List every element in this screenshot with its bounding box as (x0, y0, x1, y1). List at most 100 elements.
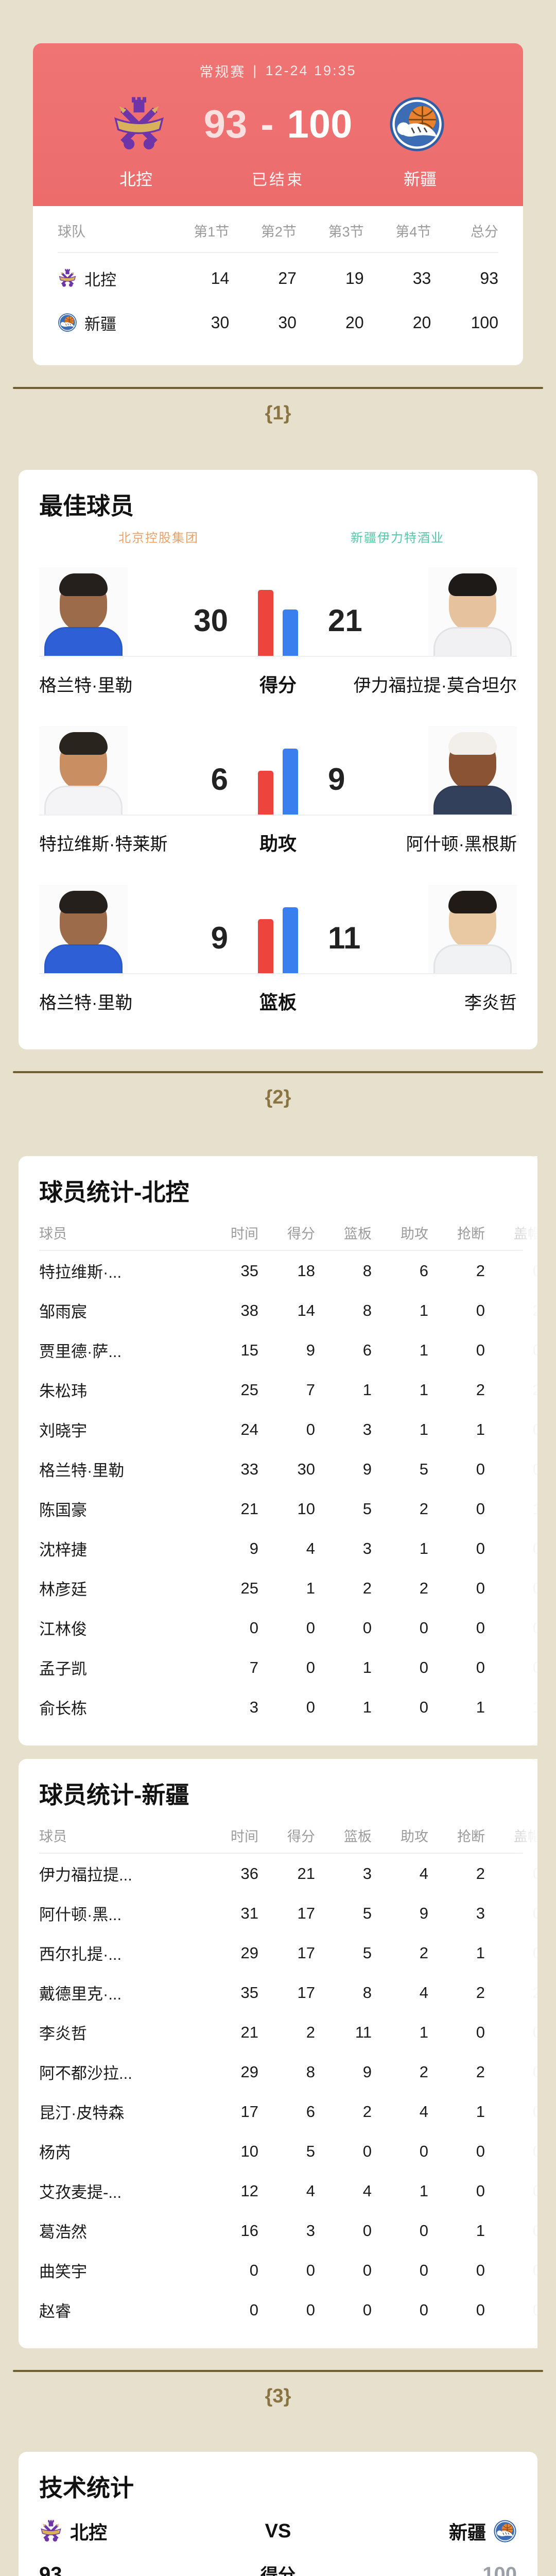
score-cell: 33 (412, 268, 431, 287)
player-name-cell: 戴德里克·... (39, 1985, 122, 2003)
stat-cell: 35 (240, 1983, 258, 2002)
stat-cell: 0 (476, 2300, 485, 2319)
stat-cell: 1 (476, 2221, 485, 2240)
stat-cell: 3 (362, 1864, 372, 1883)
stat-cell: 0 (362, 2221, 372, 2240)
home-team-name: 北控 (119, 170, 153, 189)
stat-cell: 2 (476, 1864, 485, 1883)
stat-label: 篮板 (259, 992, 297, 1013)
stat-cell: 9 (419, 1904, 428, 1922)
column-header: 抢断 (457, 1828, 485, 1844)
stat-cell: 0 (532, 1943, 537, 1962)
table-row: 曲笑宇 0 0 0 0 0 0 (39, 2250, 537, 2290)
column-header: 盖帽 (514, 1226, 537, 1242)
stat-cell: 2 (532, 1983, 537, 2002)
stat-cell: 15 (240, 1341, 258, 1359)
avatar-hair (59, 891, 108, 913)
score-cell: 93 (480, 268, 498, 287)
stat-cell: 35 (240, 1261, 258, 1280)
table-row: 林彦廷 25 1 2 2 0 0 (39, 1568, 537, 1608)
table-row: 戴德里克·... 35 17 8 4 2 2 (39, 1973, 537, 2012)
stat-cell: 9 (362, 2062, 372, 2081)
stat-cell: 2 (476, 1380, 485, 1399)
column-header: 球员 (39, 1828, 67, 1844)
stat-value-home: 6 (211, 762, 228, 796)
divider-line (13, 1071, 543, 1073)
player-name-cell: 朱松玮 (39, 1382, 87, 1400)
table-row: 西尔扎提·... 29 17 5 2 1 0 (39, 1933, 537, 1973)
stat-cell: 0 (419, 1618, 428, 1637)
player-name-away: 伊力福拉提·莫合坦尔 (353, 675, 517, 696)
stat-cell: 10 (240, 2142, 258, 2160)
stat-cell: 1 (362, 1380, 372, 1399)
stat-cell: 16 (240, 2221, 258, 2240)
score-banner: 常规赛 | 12-24 19:35 93 - 100 北控 已结束 新疆 (33, 43, 523, 206)
stat-cell: 6 (306, 2102, 315, 2121)
score-text: 93 - 100 (204, 102, 353, 147)
stat-cell: 25 (240, 1380, 258, 1399)
stat-cell: 1 (419, 1341, 428, 1359)
player-stats-table-away[interactable]: 球员 时间 得分 篮板 助攻 抢断 盖帽 伊力福拉提... 36 21 3 4 2 0 阿什顿·黑... 31… (39, 1824, 537, 2330)
team-cell: 新疆 (58, 311, 162, 334)
stat-cell: 8 (362, 1983, 372, 2002)
column-header: 第3节 (328, 224, 364, 240)
stat-cell: 38 (240, 1301, 258, 1319)
stat-bar-away (283, 749, 298, 815)
table-row: 赵睿 0 0 0 0 0 0 (39, 2290, 537, 2330)
stat-cell: 17 (297, 1943, 315, 1962)
section-divider-1: {1} (13, 387, 543, 425)
stat-cell: 0 (532, 1460, 537, 1478)
stat-cell: 0 (532, 1420, 537, 1438)
score-dash: - (260, 102, 274, 146)
column-header: 球队 (58, 224, 85, 240)
stat-value-away: 11 (328, 921, 361, 955)
stat-cell: 21 (240, 2023, 258, 2041)
stat-cell: 0 (476, 2181, 485, 2200)
table-row: 江林俊 0 0 0 0 0 0 (39, 1608, 537, 1648)
avatar-hair (59, 732, 108, 755)
team-name: 北控 (84, 270, 116, 289)
stat-cell: 1 (362, 1698, 372, 1716)
stat-cell: 0 (306, 1698, 315, 1716)
divider (58, 252, 498, 253)
table-row: 邹雨宸 38 14 8 1 0 2 (39, 1291, 537, 1330)
stat-cell: 4 (419, 2102, 428, 2121)
stat-cell: 0 (532, 1579, 537, 1597)
stat-cell: 8 (362, 1261, 372, 1280)
team-name: 新疆 (84, 315, 116, 333)
tech-stats-title: 技术统计 (39, 2475, 134, 2501)
stat-cell: 36 (240, 1864, 258, 1883)
table-row: 陈国豪 21 10 5 2 0 1 (39, 1489, 537, 1529)
section-marker-2: {2} (265, 1087, 291, 1108)
table-row: 阿什顿·黑... 31 17 5 9 3 0 (39, 1893, 537, 1933)
stat-cell: 3 (249, 1698, 258, 1716)
stat-cell: 4 (419, 1864, 428, 1883)
stat-cell: 7 (249, 1658, 258, 1676)
player-stats-table-home[interactable]: 球员 时间 得分 篮板 助攻 抢断 盖帽 特拉维斯·... 35 18 8 6 2 0 邹雨宸 38 14 8 1 0… (39, 1221, 537, 1727)
player-avatar (428, 885, 517, 973)
stat-cell: 0 (532, 2261, 537, 2279)
comparison-middle: 9 11 (128, 905, 428, 973)
player-name-cell: 杨芮 (39, 2144, 71, 2162)
best-player-row: 9 11 格兰特·里勒 篮板 李炎哲 (39, 863, 517, 1014)
home-team-logo-icon (58, 268, 77, 288)
section-marker-3: {3} (265, 2385, 291, 2407)
home-score: 93 (203, 102, 248, 146)
stat-cell: 29 (240, 1943, 258, 1962)
best-player-row: 6 9 特拉维斯·特莱斯 助攻 阿什顿·黑根斯 (39, 704, 517, 856)
stat-cell: 0 (476, 1460, 485, 1478)
player-name-cell: 沈梓捷 (39, 1541, 87, 1559)
stat-cell: 0 (249, 1618, 258, 1637)
stat-cell: 0 (419, 2300, 428, 2319)
player-name-cell: 赵睿 (39, 2302, 71, 2320)
tech-row: 93 得分 100 (39, 2561, 517, 2576)
section-divider-2: {2} (13, 1071, 543, 1109)
stat-cell: 0 (532, 1539, 537, 1557)
stat-cell: 5 (306, 2142, 315, 2160)
column-header: 时间 (231, 1226, 258, 1242)
table-row: 格兰特·里勒 33 30 9 5 0 0 (39, 1449, 537, 1489)
player-name-cell: 贾里德·萨... (39, 1343, 122, 1361)
stat-cell: 11 (355, 2023, 372, 2041)
player-name-cell: 西尔扎提·... (39, 1945, 122, 1963)
